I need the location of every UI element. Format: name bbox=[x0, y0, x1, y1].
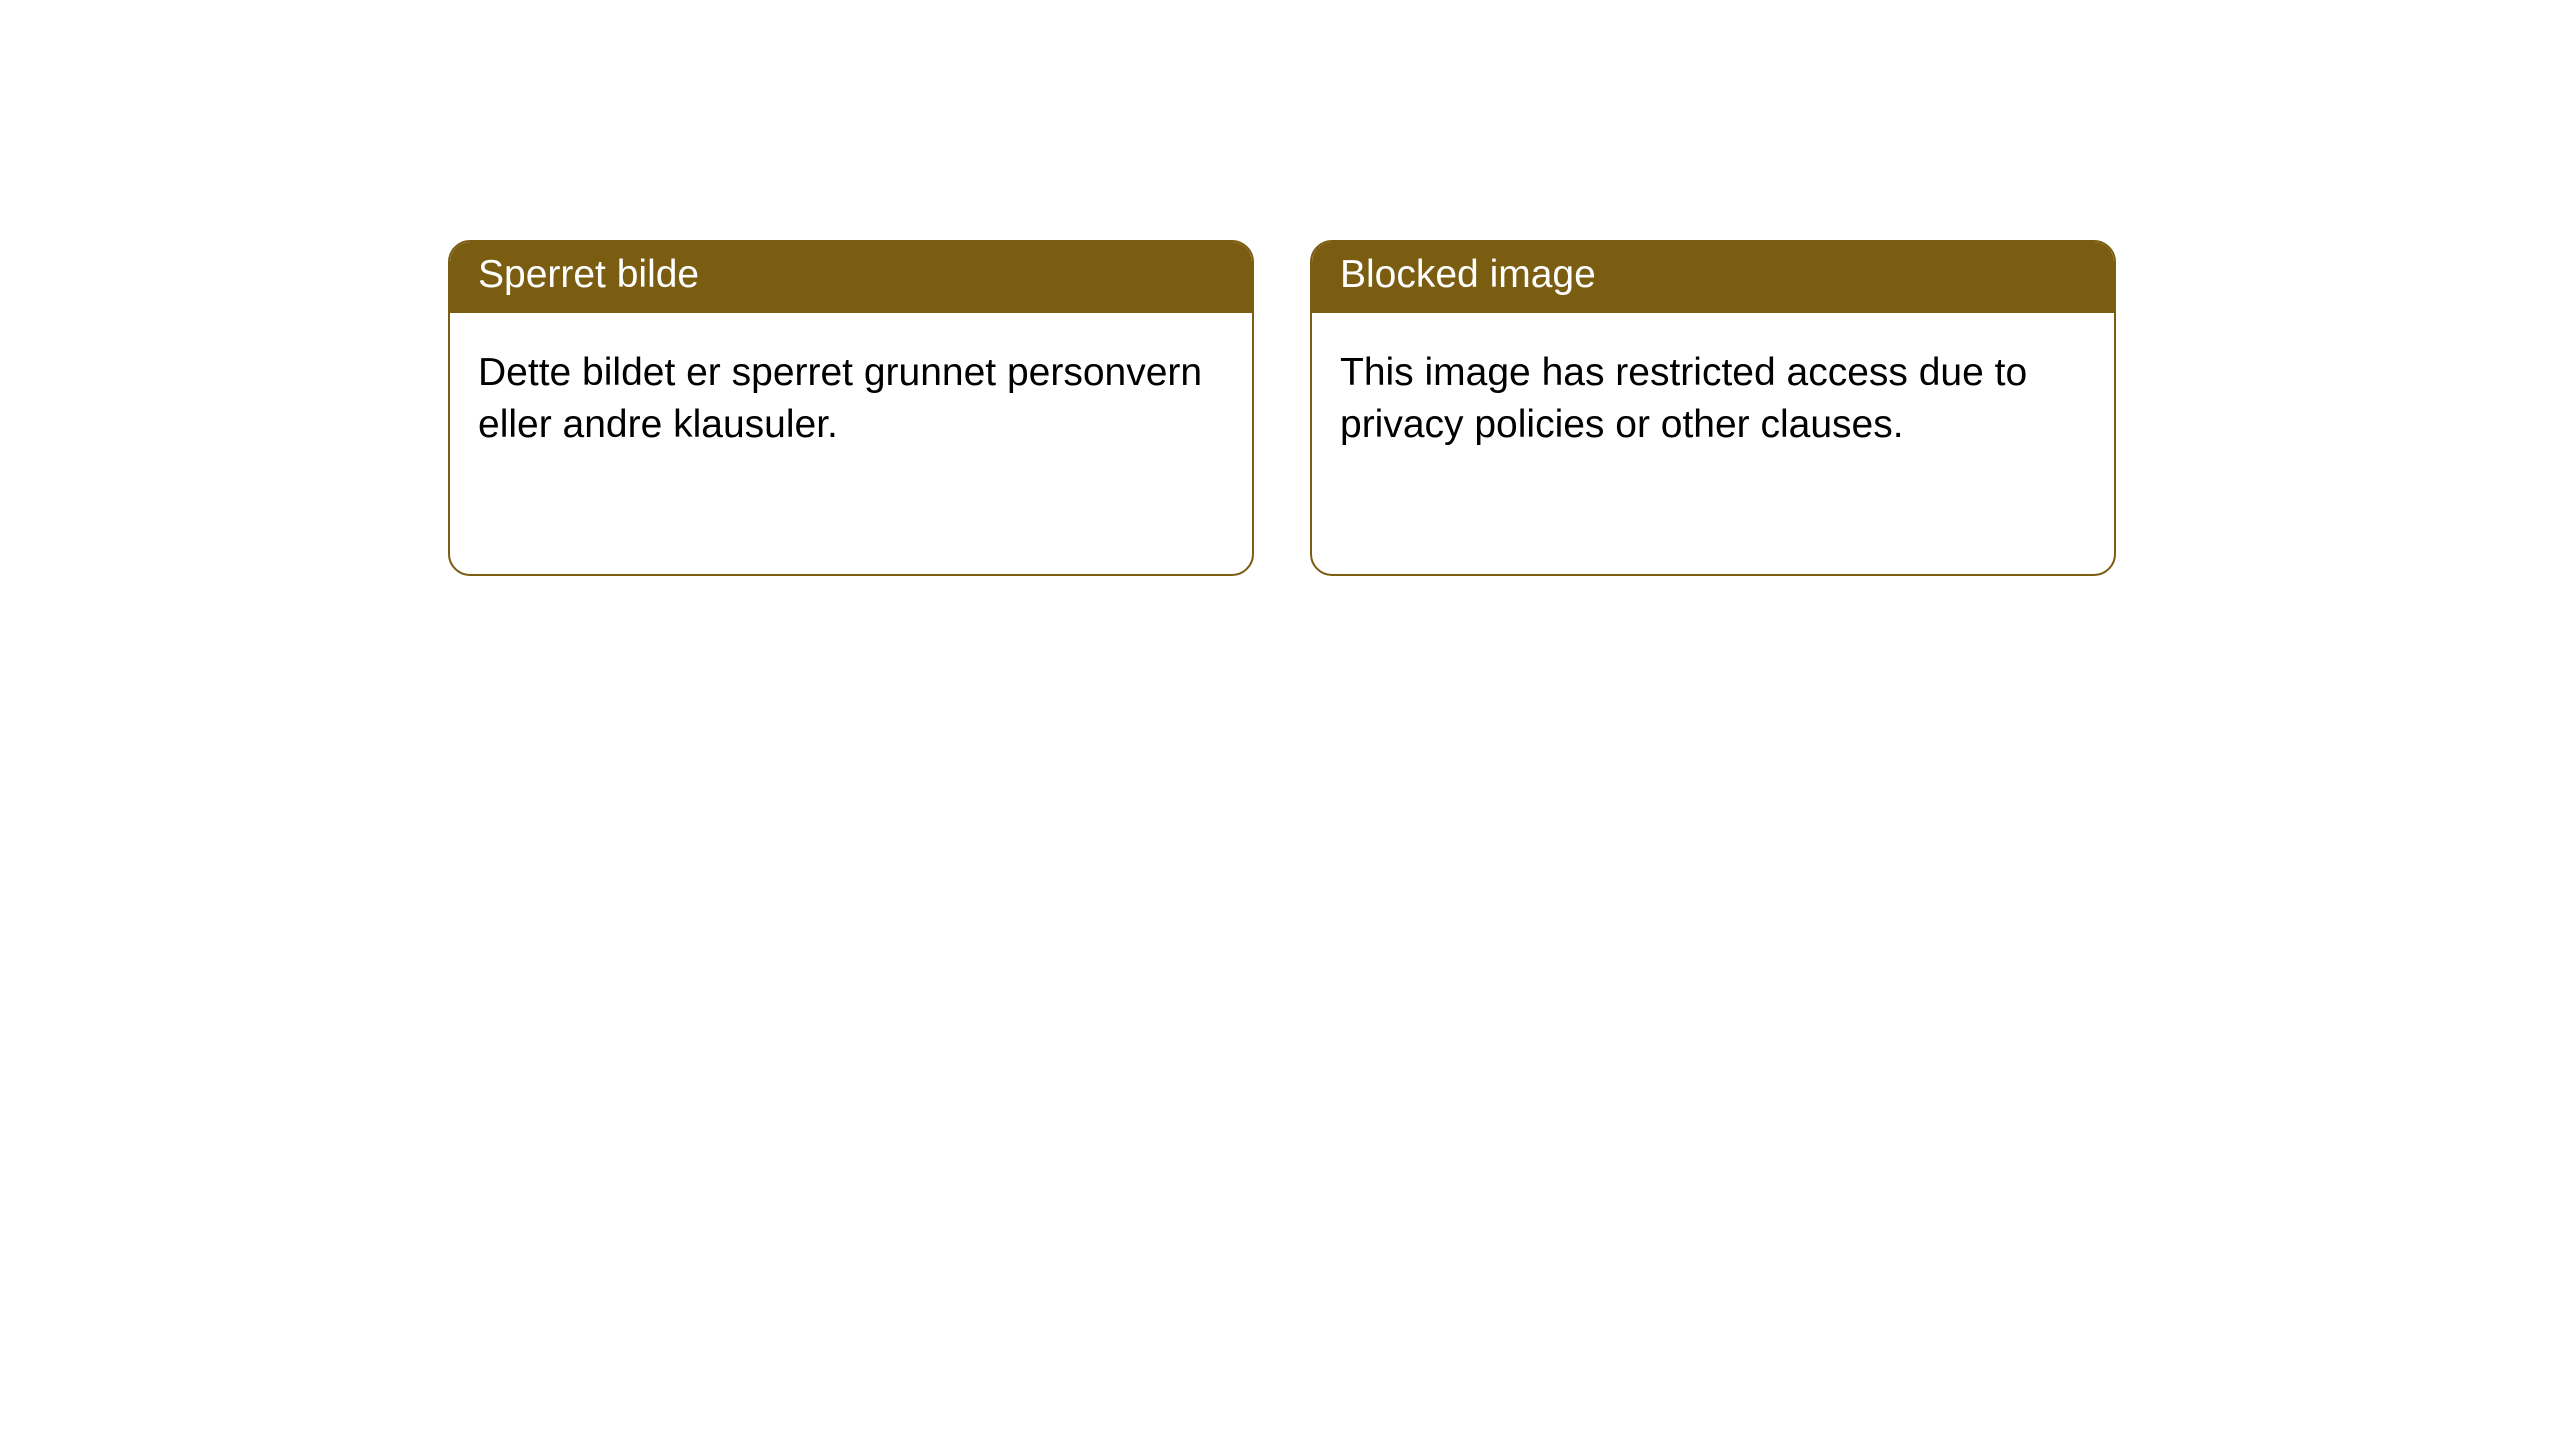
notice-card-norwegian: Sperret bilde Dette bildet er sperret gr… bbox=[448, 240, 1254, 576]
notice-card-title: Sperret bilde bbox=[450, 242, 1252, 313]
notice-card-title: Blocked image bbox=[1312, 242, 2114, 313]
notice-card-english: Blocked image This image has restricted … bbox=[1310, 240, 2116, 576]
notice-cards-container: Sperret bilde Dette bildet er sperret gr… bbox=[448, 240, 2116, 576]
notice-card-body: This image has restricted access due to … bbox=[1312, 313, 2114, 486]
notice-card-body: Dette bildet er sperret grunnet personve… bbox=[450, 313, 1252, 486]
